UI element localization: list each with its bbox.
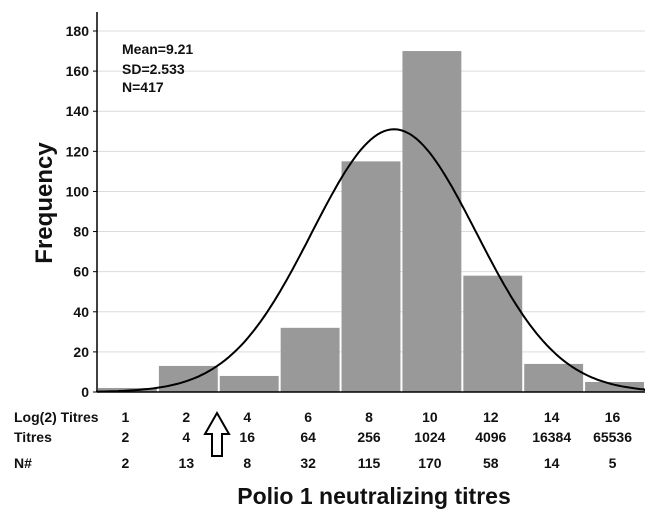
bar-10 [402, 51, 462, 393]
bar-4 [219, 375, 279, 392]
titre-cell: 4 [182, 429, 190, 445]
stat-n: N=417 [122, 79, 164, 95]
normal-curve [96, 128, 645, 393]
log2-titre-cell: 8 [365, 409, 373, 425]
axes [96, 12, 645, 393]
bars [98, 51, 644, 393]
count-cell: 32 [300, 455, 316, 471]
x-axis-label: Polio 1 neutralizing titres [237, 483, 510, 509]
titre-cell: 256 [357, 429, 381, 445]
y-tick-labels: 0 20 40 60 80 100 120 140 160 180 [66, 23, 97, 400]
bar-16 [585, 381, 644, 392]
row-label-n: N# [14, 455, 32, 471]
count-cell: 13 [179, 455, 195, 471]
y-tick-label: 0 [81, 384, 89, 400]
log2-titre-cell: 12 [483, 409, 499, 425]
bar-2 [158, 365, 218, 392]
count-cell: 8 [243, 455, 251, 471]
titre-cell: 2 [122, 429, 130, 445]
count-cell: 5 [609, 455, 617, 471]
count-cell: 115 [358, 455, 381, 471]
log2-titre-cell: 2 [182, 409, 190, 425]
count-cell: 14 [544, 455, 560, 471]
y-axis-label: Frequency [31, 142, 58, 264]
count-cell: 170 [418, 455, 442, 471]
log2-titre-cell: 14 [544, 409, 560, 425]
titre-cell: 4096 [475, 429, 506, 445]
y-tick-label: 20 [73, 344, 89, 360]
y-tick-label: 140 [66, 103, 90, 119]
log2-titre-cell: 16 [605, 409, 621, 425]
bin-table: 1222413416866432825611510102417012409658… [122, 409, 633, 471]
y-tick-label: 120 [66, 143, 90, 159]
titre-cell: 1024 [414, 429, 445, 445]
y-tick-label: 80 [73, 224, 89, 240]
y-tick-label: 40 [73, 304, 89, 320]
count-cell: 2 [122, 455, 130, 471]
row-label-log2: Log(2) Titres [14, 409, 99, 425]
y-tick-label: 180 [66, 23, 90, 39]
row-label-titres: Titres [14, 429, 52, 445]
y-tick-label: 160 [66, 63, 90, 79]
titre-cell: 65536 [593, 429, 632, 445]
titre-cell: 16384 [532, 429, 571, 445]
stat-mean: Mean=9.21 [122, 41, 193, 57]
log2-titre-cell: 1 [122, 409, 130, 425]
titre-cell: 16 [239, 429, 255, 445]
y-tick-label: 100 [66, 183, 90, 199]
stat-sd: SD=2.533 [122, 61, 185, 77]
bar-8 [341, 161, 401, 392]
bar-6 [280, 327, 340, 392]
up-arrow-annotation [203, 410, 231, 457]
log2-titre-cell: 10 [422, 409, 438, 425]
y-tick-label: 60 [73, 264, 89, 280]
bar-12 [463, 275, 523, 392]
log2-titre-cell: 6 [304, 409, 312, 425]
titre-cell: 64 [300, 429, 316, 445]
log2-titre-cell: 4 [243, 409, 251, 425]
count-cell: 58 [483, 455, 499, 471]
